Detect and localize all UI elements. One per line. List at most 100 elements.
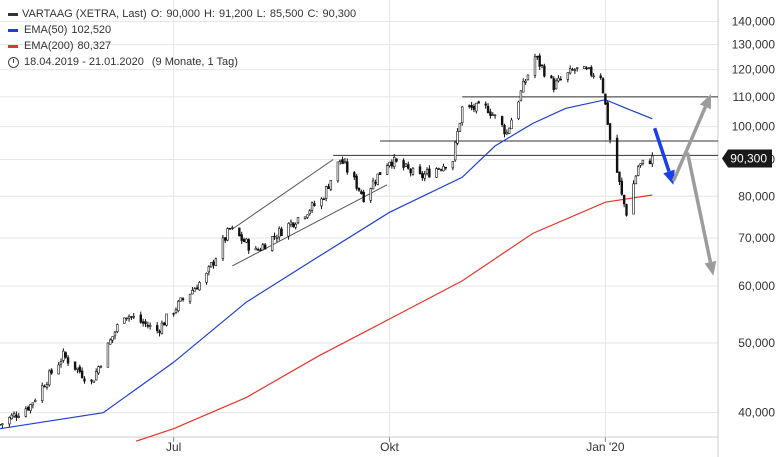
- candle-body: [181, 298, 185, 301]
- ema50-name: EMA(50): [24, 24, 68, 36]
- candle-body: [536, 55, 539, 58]
- y-tick-label: 50,000: [738, 336, 775, 350]
- candle-body: [557, 77, 560, 82]
- candle-body: [64, 352, 67, 358]
- candle-body: [533, 56, 537, 76]
- candle-body: [477, 101, 480, 104]
- low-value: 85,500: [269, 8, 304, 20]
- candle-body: [327, 186, 330, 189]
- x-tick-label: Okt: [380, 440, 399, 454]
- candle-body: [510, 119, 513, 130]
- candle-body: [78, 366, 81, 373]
- candle-body: [188, 293, 192, 302]
- candle-body: [125, 317, 128, 320]
- legend-ema200-row: EMA(200) 80,327: [8, 38, 360, 54]
- ema200-line: [135, 194, 653, 442]
- candle-body: [353, 172, 356, 178]
- open-label: O:: [150, 8, 163, 20]
- candle-body: [160, 322, 164, 335]
- candle-body: [378, 172, 382, 175]
- candle-body: [444, 166, 448, 169]
- candle-body: [132, 316, 135, 318]
- candle-body: [437, 168, 440, 170]
- candle-body: [270, 236, 274, 251]
- candle-body: [425, 169, 429, 174]
- period-range: 18.04.2019 - 21.01.2020: [24, 56, 144, 68]
- candle-body: [622, 194, 626, 205]
- close-label: C:: [307, 8, 319, 20]
- candle-body: [292, 222, 295, 227]
- candle-body: [191, 290, 194, 295]
- candle-body: [320, 198, 323, 207]
- arrow-0-shaft: [652, 127, 671, 173]
- candle-body: [322, 198, 326, 201]
- candle-body: [214, 258, 218, 266]
- candle-body: [15, 414, 18, 418]
- candle-body: [407, 164, 410, 169]
- candle-body: [620, 180, 623, 195]
- candle-body: [41, 385, 44, 401]
- candle-body: [111, 336, 114, 341]
- candle-body: [24, 408, 28, 417]
- candle-body: [538, 55, 541, 67]
- y-tick-label: 60,000: [738, 279, 775, 293]
- candle-body: [0, 424, 2, 426]
- candle-body: [604, 93, 607, 105]
- candle-body: [141, 321, 145, 324]
- candle-body: [559, 78, 562, 81]
- candle-body: [543, 65, 546, 77]
- candle-body: [8, 417, 11, 425]
- candle-body: [238, 227, 241, 237]
- low-label: L:: [256, 8, 266, 20]
- candle-body: [195, 287, 199, 290]
- candle-body: [576, 67, 579, 69]
- open-value: 90,000: [166, 8, 200, 20]
- ema200-swatch: [8, 44, 18, 48]
- y-tick-label: 100,000: [732, 120, 776, 134]
- candle-body: [637, 166, 640, 176]
- candle-body: [144, 321, 147, 325]
- candle-body: [486, 105, 490, 114]
- candle-body: [590, 66, 593, 76]
- candle-body: [113, 331, 117, 337]
- legend-ohlc-row: VARTAAG (XETRA, Last) O: 90,000 H: 91,200 …: [8, 6, 360, 22]
- candle-body: [228, 228, 232, 230]
- candle-body: [571, 69, 574, 71]
- candle-body: [517, 101, 520, 119]
- candle-body: [648, 160, 652, 165]
- candle-body: [92, 380, 96, 383]
- candle-body: [454, 141, 457, 161]
- candle-body: [263, 244, 267, 250]
- candle-body: [339, 159, 342, 162]
- arrow-1-shaft: [671, 106, 708, 182]
- candle-body: [95, 371, 98, 381]
- ema200-value: 80,327: [77, 40, 112, 52]
- ema200-name: EMA(200): [24, 40, 74, 52]
- candle-body: [296, 216, 300, 224]
- chart-legend: VARTAAG (XETRA, Last) O: 90,000 H: 91,200 …: [8, 6, 360, 70]
- candle-body: [73, 361, 77, 370]
- legend-ema50-row: EMA(50) 102,520: [8, 22, 360, 38]
- candle-body: [59, 361, 63, 365]
- candle-body: [76, 367, 79, 370]
- candle-body: [599, 75, 602, 79]
- candle-body: [324, 186, 328, 199]
- candle-body: [294, 223, 297, 228]
- candle-body: [247, 239, 250, 251]
- candle-body: [357, 187, 361, 191]
- candle-body: [289, 221, 293, 225]
- candle-body: [261, 244, 264, 251]
- candle-body: [57, 364, 60, 375]
- arrow-0-head: [663, 169, 675, 185]
- candle-body: [423, 173, 426, 179]
- candle-body: [179, 297, 182, 302]
- clock-icon: [8, 56, 19, 68]
- candle-body: [552, 78, 555, 90]
- ema50-swatch: [8, 28, 18, 32]
- candle-body: [163, 322, 166, 326]
- y-tick-label: 140,000: [732, 15, 776, 29]
- candle-body: [409, 168, 412, 174]
- y-tick-label: 120,000: [732, 63, 776, 77]
- candle-body: [80, 370, 84, 379]
- candle-body: [606, 102, 609, 125]
